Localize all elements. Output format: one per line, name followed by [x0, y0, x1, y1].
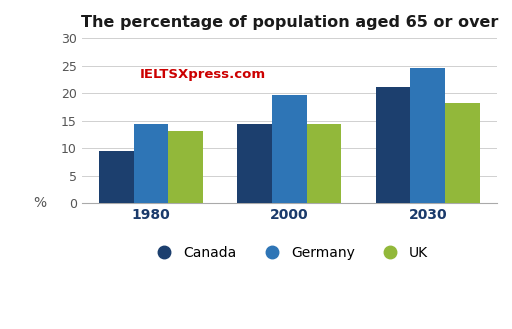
- Bar: [134, 123, 168, 203]
- Bar: [272, 95, 307, 203]
- Bar: [238, 123, 272, 203]
- Legend: Canada, Germany, UK: Canada, Germany, UK: [145, 240, 434, 265]
- Bar: [307, 123, 342, 203]
- Bar: [168, 131, 203, 203]
- Bar: [411, 68, 445, 203]
- Text: IELTSXpress.com: IELTSXpress.com: [140, 68, 266, 81]
- Bar: [99, 151, 134, 203]
- Y-axis label: %: %: [34, 196, 47, 210]
- Bar: [376, 87, 411, 203]
- Title: The percentage of population aged 65 or over: The percentage of population aged 65 or …: [81, 15, 498, 30]
- Bar: [445, 103, 480, 203]
